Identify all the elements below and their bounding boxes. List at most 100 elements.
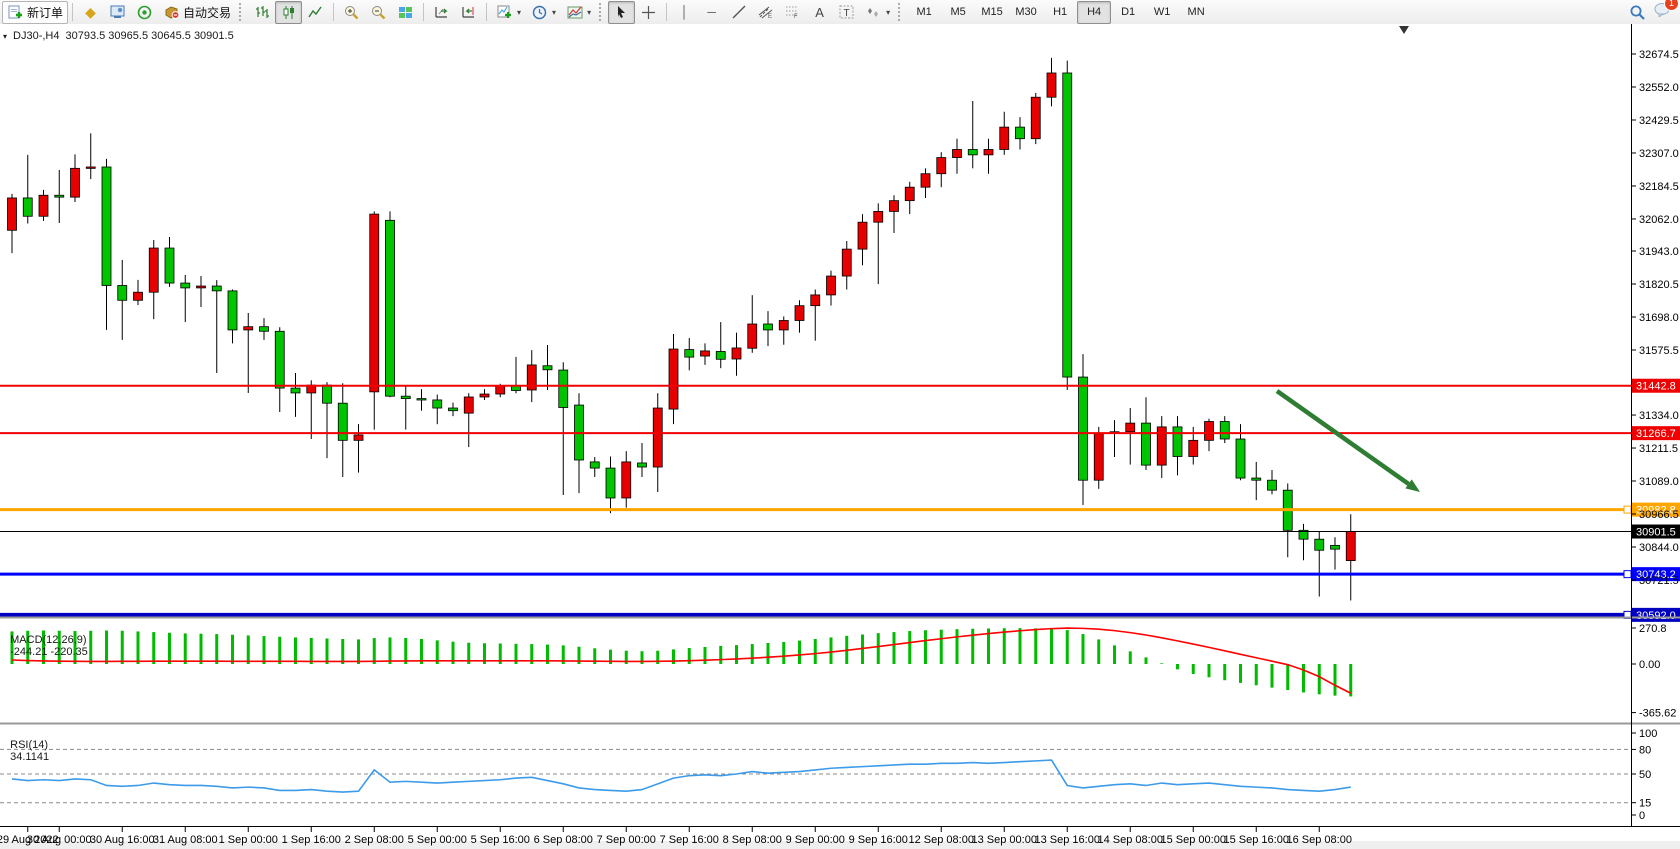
line-chart-button[interactable]	[302, 1, 329, 24]
main-toolbar: 新订单 ◆ 自动交易 ▾ ▾ ▾ │ ─	[0, 0, 1680, 25]
auto-scroll-icon	[433, 4, 450, 20]
svg-text:80: 80	[1639, 744, 1651, 756]
templates-button[interactable]: ▾	[561, 1, 596, 24]
svg-text:15: 15	[1639, 798, 1651, 810]
svg-text:0.00: 0.00	[1639, 659, 1660, 671]
bar-chart-button[interactable]	[248, 1, 275, 24]
fibonacci-tool-button[interactable]: F	[779, 1, 806, 24]
svg-text:13 Sep 16:00: 13 Sep 16:00	[1035, 834, 1100, 846]
auto-scroll-button[interactable]	[428, 1, 455, 24]
chart-shift-icon	[460, 4, 477, 20]
rsi-indicator-name: RSI(14)	[10, 739, 49, 751]
current-price-label	[1632, 524, 1680, 539]
candlestick-chart-button[interactable]	[275, 0, 303, 24]
toolbar-grip[interactable]	[239, 3, 245, 21]
svg-text:31820.5: 31820.5	[1639, 279, 1679, 291]
price-axis[interactable]: 31442.8 31266.7 30982.8 30743.2 30592.0 30901…	[1631, 49, 1680, 822]
rsi-panel[interactable]	[0, 748, 1631, 804]
trendline-tool-button[interactable]	[725, 1, 752, 24]
zoom-in-button[interactable]	[338, 1, 365, 24]
chat-button[interactable]: 1	[1654, 0, 1679, 22]
chart-canvas[interactable]: 31442.8 31266.7 30982.8 30743.2 30592.0 30901…	[0, 24, 1680, 849]
macd-indicator-values: -244.21 -220.35	[10, 646, 88, 658]
trendline-icon	[730, 4, 747, 20]
search-icon[interactable]	[1629, 4, 1646, 20]
chart-menu-icon[interactable]: ▾	[3, 31, 8, 41]
svg-text:31334.0: 31334.0	[1639, 410, 1679, 422]
svg-text:50: 50	[1639, 769, 1651, 781]
separator	[423, 3, 425, 21]
svg-text:32429.5: 32429.5	[1639, 115, 1679, 127]
svg-text:14 Sep 08:00: 14 Sep 08:00	[1098, 834, 1163, 846]
svg-text:1 Sep 16:00: 1 Sep 16:00	[282, 834, 341, 846]
svg-text:270.8: 270.8	[1639, 623, 1667, 635]
dropdown-caret: ▾	[517, 7, 522, 17]
periods-button[interactable]: ▾	[526, 1, 561, 24]
period-button-m1[interactable]: M1	[916, 6, 932, 18]
navigator-icon	[109, 4, 126, 20]
horizontal-line-icon: ─	[707, 5, 716, 19]
dropdown-caret: ▾	[587, 7, 592, 17]
svg-text:31089.0: 31089.0	[1639, 476, 1679, 488]
separator	[666, 3, 668, 21]
market-watch-button[interactable]: ◆	[77, 1, 104, 24]
crosshair-tool-button[interactable]	[635, 1, 662, 24]
toolbar-grip[interactable]	[898, 3, 904, 21]
arrows-tool-button[interactable]: ▾	[860, 1, 895, 24]
svg-text:1 Sep 00:00: 1 Sep 00:00	[219, 834, 278, 846]
horizontal-line-tool-button[interactable]: ─	[698, 1, 725, 24]
svg-text:31698.0: 31698.0	[1639, 312, 1679, 324]
horizontal-lines[interactable]	[0, 384, 1632, 619]
svg-text:32674.5: 32674.5	[1639, 49, 1679, 61]
period-button-m5[interactable]: M5	[950, 6, 966, 18]
period-button-w1[interactable]: W1	[1153, 6, 1171, 18]
navigator-button[interactable]	[104, 1, 131, 24]
candlestick-chart-icon	[280, 4, 297, 20]
separator	[486, 3, 488, 21]
separator	[72, 3, 74, 21]
macd-label: MACD(12,26,9) -244.21 -220.35	[4, 622, 88, 658]
svg-text:32552.0: 32552.0	[1639, 82, 1679, 94]
macd-indicator-name: MACD(12,26,9)	[10, 634, 87, 646]
zoom-out-button[interactable]	[365, 1, 392, 24]
cursor-tool-button[interactable]	[608, 0, 636, 24]
periods-clock-icon	[531, 4, 548, 20]
svg-text:31 Aug 08:00: 31 Aug 08:00	[153, 834, 218, 846]
svg-text:30721.5: 30721.5	[1639, 575, 1679, 587]
toolbar-grip[interactable]	[599, 3, 605, 21]
svg-text:13 Sep 00:00: 13 Sep 00:00	[972, 834, 1037, 846]
arrows-icon	[865, 4, 882, 20]
svg-text:100: 100	[1639, 728, 1657, 740]
chart-shift-button[interactable]	[455, 1, 482, 24]
svg-text:31442.8: 31442.8	[1636, 381, 1676, 393]
text-label-tool-button[interactable]: T	[833, 1, 860, 24]
svg-text:32184.5: 32184.5	[1639, 181, 1679, 193]
trend-arrow-annotation[interactable]	[1275, 389, 1420, 492]
period-button-h4[interactable]: H4	[1077, 0, 1112, 24]
signal-button[interactable]	[131, 1, 158, 24]
new-order-button[interactable]: 新订单	[2, 0, 69, 24]
vertical-line-tool-button[interactable]: │	[671, 1, 698, 24]
period-button-d1[interactable]: D1	[1121, 6, 1136, 18]
text-tool-button[interactable]: A	[806, 1, 833, 24]
period-button-mn[interactable]: MN	[1187, 6, 1205, 18]
svg-text:8 Sep 08:00: 8 Sep 08:00	[723, 834, 782, 846]
chart-shift-marker[interactable]	[1399, 26, 1409, 34]
period-button-m30[interactable]: M30	[1015, 6, 1037, 18]
equidistant-channel-tool-button[interactable]: E	[752, 1, 779, 24]
price-chart-panel[interactable]	[0, 26, 1632, 619]
autotrading-button[interactable]: 自动交易	[158, 1, 236, 24]
period-button-m15[interactable]: M15	[981, 6, 1003, 18]
new-order-icon	[7, 4, 24, 20]
rsi-label: RSI(14) 34.1141	[4, 727, 49, 763]
tile-windows-button[interactable]	[392, 1, 419, 24]
chart-header: ▾ DJ30-,H4 30793.5 30965.5 30645.5 30901…	[3, 30, 234, 42]
period-button-h1[interactable]: H1	[1053, 6, 1068, 18]
svg-text:15 Sep 00:00: 15 Sep 00:00	[1161, 834, 1226, 846]
svg-text:31211.5: 31211.5	[1639, 443, 1678, 455]
separator	[333, 3, 335, 21]
macd-panel[interactable]	[10, 627, 1353, 697]
indicators-button[interactable]: ▾	[491, 1, 526, 24]
